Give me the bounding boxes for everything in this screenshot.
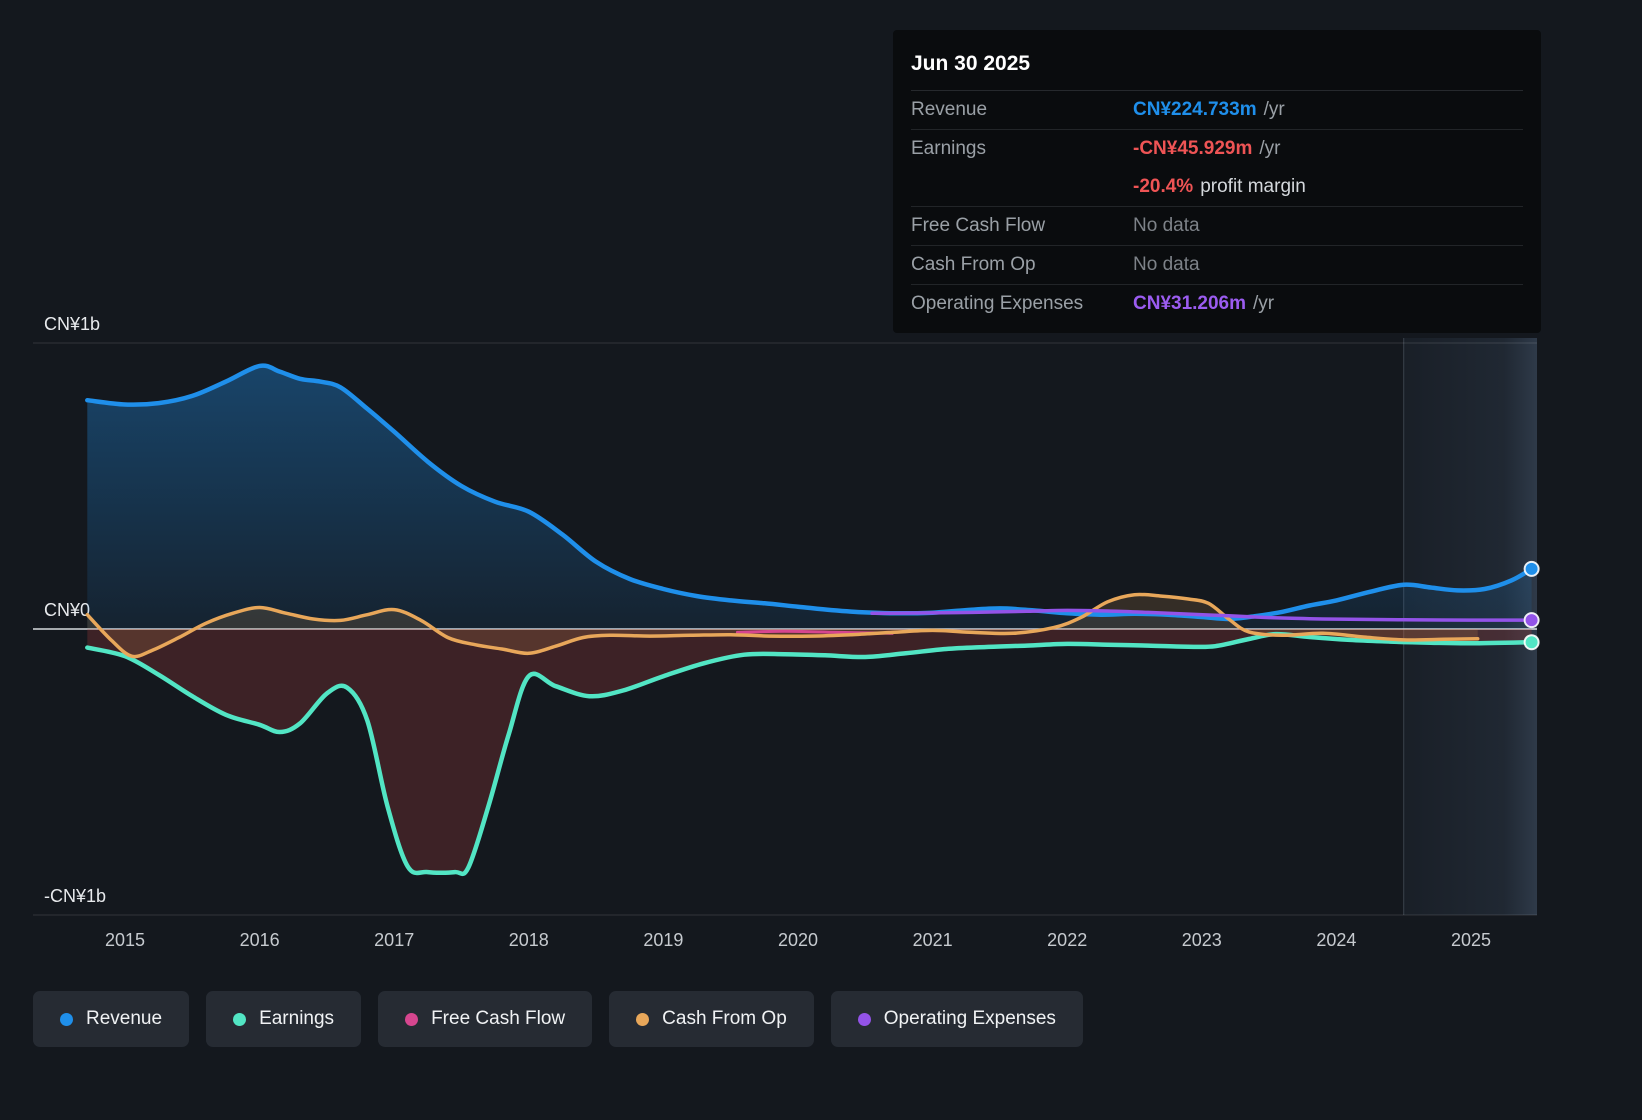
chart-layers: CN¥1b CN¥0 -CN¥1b 2015 2016 2017 2018 2019 2020 2… <box>33 314 1540 950</box>
legend-item-cash-from-op[interactable]: Cash From Op <box>609 991 814 1047</box>
legend-item-earnings[interactable]: Earnings <box>206 991 362 1047</box>
tooltip-value-revenue: CN¥224.733m/yr <box>1133 99 1285 121</box>
revenue-unit: /yr <box>1263 99 1285 120</box>
x-axis-label: 2015 <box>105 930 145 950</box>
x-axis-label: 2024 <box>1316 930 1356 950</box>
cash-from-op-line <box>85 592 1480 659</box>
operating-expenses-endpoint <box>1523 612 1540 629</box>
tooltip-label-operating-expenses: Operating Expenses <box>911 293 1084 314</box>
revenue-dot-icon <box>60 1012 73 1026</box>
earnings-endpoint <box>1523 634 1540 651</box>
earnings-amount: -CN¥45.929m <box>1133 138 1253 159</box>
legend-item-free-cash-flow[interactable]: Free Cash Flow <box>378 991 593 1047</box>
chart-legend: Revenue Earnings Free Cash Flow Cash Fro… <box>33 991 1083 1047</box>
legend-label-revenue: Revenue <box>86 1008 163 1029</box>
legend-label-cash-from-op: Cash From Op <box>662 1008 787 1029</box>
tooltip-card: Jun 30 2025 Revenue CN¥224.733m/yr Earni… <box>893 30 1541 333</box>
tooltip-value-free-cash-flow: No data <box>1133 215 1200 236</box>
tooltip-date: Jun 30 2025 <box>911 44 1523 91</box>
x-axis-label: 2017 <box>374 930 414 950</box>
tooltip-row-cash-from-op: Cash From Op No data <box>911 246 1523 285</box>
tooltip-row-earnings: Earnings -CN¥45.929m/yr <box>911 130 1523 168</box>
x-axis-label: 2019 <box>643 930 683 950</box>
earnings-unit: /yr <box>1259 138 1281 159</box>
tooltip-row-operating-expenses: Operating Expenses CN¥31.206m/yr <box>911 285 1523 323</box>
earnings-line <box>85 631 1534 877</box>
y-axis-label: CN¥0 <box>44 600 90 620</box>
tooltip-value-earnings: -CN¥45.929m/yr <box>1133 138 1280 160</box>
profit-margin-caption: profit margin <box>1200 176 1306 197</box>
x-axis-label: 2016 <box>240 930 280 950</box>
profit-margin-amount: -20.4% <box>1133 176 1194 197</box>
cash-from-op-dot-icon <box>636 1012 650 1026</box>
legend-item-revenue[interactable]: Revenue <box>33 991 190 1047</box>
y-axis-label: -CN¥1b <box>44 886 106 906</box>
operating-expenses-dot-icon <box>857 1012 871 1026</box>
x-axis-label: 2023 <box>1182 930 1222 950</box>
tooltip-value-operating-expenses: CN¥31.206m/yr <box>1133 293 1274 315</box>
tooltip-label-earnings: Earnings <box>911 138 986 159</box>
operating-expenses-line <box>870 608 1534 622</box>
x-axis-label: 2020 <box>778 930 818 950</box>
y-axis-label: CN¥1b <box>44 314 100 334</box>
tooltip-row-profit-margin: -20.4% profit margin <box>911 168 1523 207</box>
x-axis-label: 2022 <box>1047 930 1087 950</box>
revenue-amount: CN¥224.733m <box>1133 99 1257 120</box>
earnings-dot-icon <box>233 1012 247 1026</box>
x-axis-label: 2025 <box>1451 930 1491 950</box>
tooltip-label-cash-from-op: Cash From Op <box>911 254 1036 275</box>
legend-label-operating-expenses: Operating Expenses <box>883 1008 1056 1029</box>
x-axis-label: 2021 <box>913 930 953 950</box>
tooltip-row-free-cash-flow: Free Cash Flow No data <box>911 207 1523 246</box>
opex-amount: CN¥31.206m <box>1133 293 1247 314</box>
opex-unit: /yr <box>1253 293 1275 314</box>
revenue-endpoint <box>1523 560 1540 577</box>
revenue-line <box>85 363 1534 622</box>
legend-label-free-cash-flow: Free Cash Flow <box>431 1008 566 1029</box>
tooltip-label-revenue: Revenue <box>911 99 988 120</box>
tooltip-row-revenue: Revenue CN¥224.733m/yr <box>911 91 1523 130</box>
tooltip-value-profit-margin: -20.4% profit margin <box>1133 176 1306 198</box>
legend-item-operating-expenses[interactable]: Operating Expenses <box>830 991 1083 1047</box>
revenue-area <box>87 365 1532 629</box>
tooltip-value-cash-from-op: No data <box>1133 254 1200 275</box>
x-axis-label: 2018 <box>509 930 549 950</box>
legend-label-earnings: Earnings <box>259 1008 335 1029</box>
tooltip-label-free-cash-flow: Free Cash Flow <box>911 215 1046 236</box>
earnings-area <box>87 629 1532 874</box>
free-cash-flow-dot-icon <box>405 1012 419 1026</box>
